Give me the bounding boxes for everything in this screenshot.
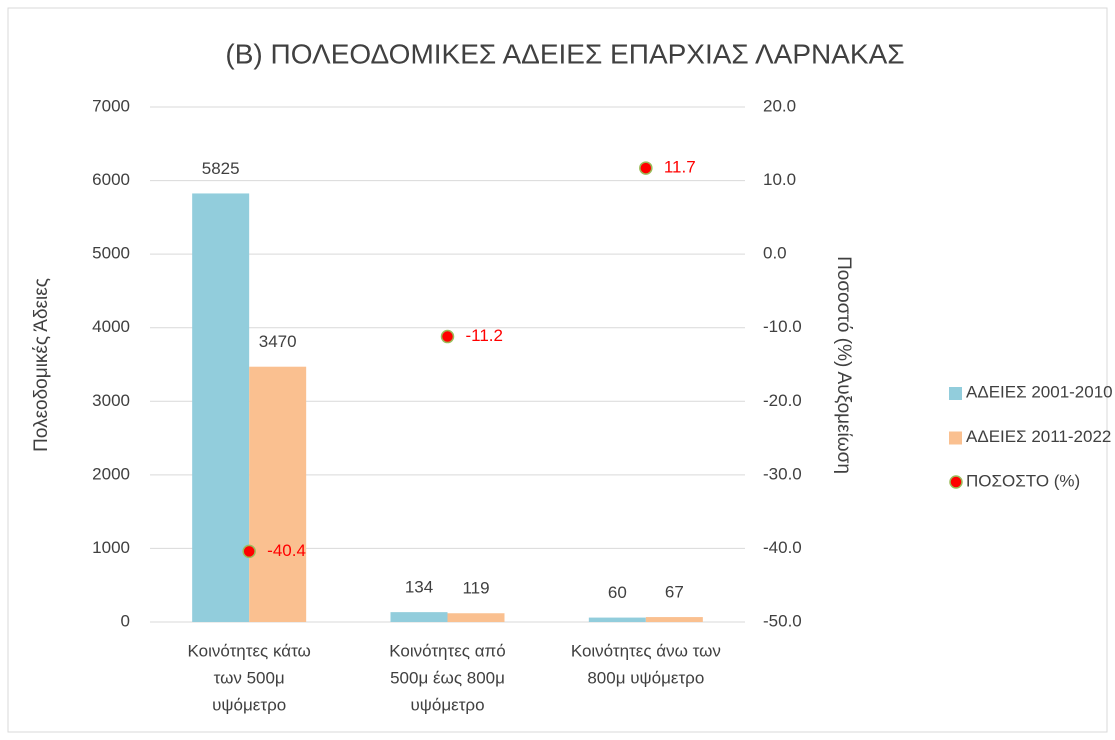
legend-label: ΑΔΕΙΕΣ 2011-2022 <box>966 427 1111 446</box>
chart-title: (Β) ΠΟΛΕΟΔΟΜΙΚΕΣ ΑΔΕΙΕΣ ΕΠΑΡΧΙΑΣ ΛΑΡΝΑΚΑ… <box>225 38 904 69</box>
data-label: 119 <box>462 579 489 598</box>
data-label: 5825 <box>202 159 240 178</box>
x-tick-label: Κοινότητες από <box>389 641 505 660</box>
y-tick-label: 5000 <box>92 244 130 263</box>
data-label: 134 <box>405 578 433 597</box>
y2-tick-label: -10.0 <box>763 317 802 336</box>
bar <box>645 617 703 622</box>
data-label: 11.7 <box>664 158 696 177</box>
chart-border <box>7 7 1108 733</box>
legend-swatch <box>949 387 962 400</box>
x-tick-label: Κοινότητες άνω των <box>571 641 721 660</box>
bar <box>249 366 307 622</box>
x-tick-label: υψόμετρο <box>410 695 484 714</box>
legend-label: ΑΔΕΙΕΣ 2001-2010 <box>966 382 1113 401</box>
y-tick-label: 4000 <box>92 317 130 336</box>
y2-tick-label: -30.0 <box>763 464 802 483</box>
y-tick-label: 2000 <box>92 464 130 483</box>
y-tick-label: 7000 <box>92 96 130 115</box>
bar <box>588 617 646 622</box>
data-label: -11.2 <box>466 326 504 345</box>
data-label: -40.4 <box>267 541 306 560</box>
y2-tick-label: 10.0 <box>763 170 796 189</box>
y-tick-label: 1000 <box>92 538 130 557</box>
legend-marker <box>949 475 963 489</box>
bar <box>192 193 250 623</box>
data-label: 60 <box>608 583 627 602</box>
bar <box>390 612 448 622</box>
y2-tick-label: 20.0 <box>763 96 796 115</box>
data-label: 3470 <box>259 332 297 351</box>
x-tick-label: Κοινότητες κάτω <box>188 641 311 660</box>
y2-tick-label: 0.0 <box>763 244 787 263</box>
point <box>440 329 455 344</box>
legend-swatch <box>949 431 962 445</box>
x-tick-label: 800μ υψόμετρο <box>587 668 704 687</box>
x-tick-label: των 500μ <box>214 668 285 687</box>
y-axis-title: Πολεοδομικές Άδειες <box>31 278 52 452</box>
y2-tick-label: -50.0 <box>763 611 802 630</box>
point <box>639 161 653 175</box>
data-label: 67 <box>665 583 684 602</box>
point <box>242 544 256 559</box>
legend-label: ΠΟΣΟΣΤΟ (%) <box>966 471 1080 490</box>
y-tick-label: 6000 <box>92 170 130 189</box>
x-tick-label: 500μ έως 800μ <box>390 668 505 687</box>
y-tick-label: 0 <box>121 611 130 630</box>
bar <box>447 613 505 622</box>
y2-tick-label: -40.0 <box>763 538 802 557</box>
x-tick-label: υψόμετρο <box>212 695 286 714</box>
y-tick-label: 3000 <box>92 391 130 410</box>
y2-axis-title: Ποσοστό (%) Αυξομείωση <box>833 256 854 474</box>
y2-tick-label: -20.0 <box>763 391 802 410</box>
